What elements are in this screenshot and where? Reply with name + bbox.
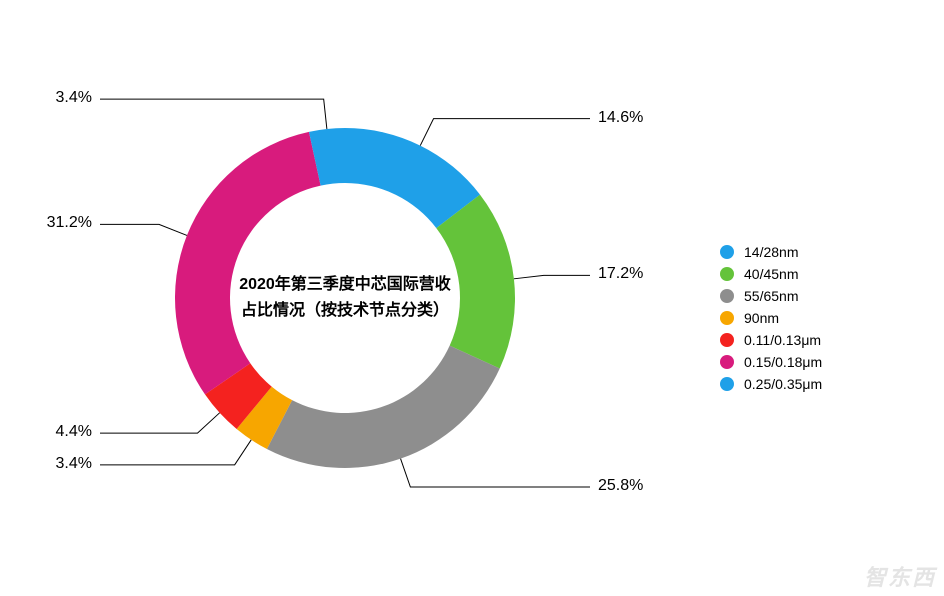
- legend-label: 0.25/0.35μm: [744, 376, 822, 392]
- chart-center-title: 2020年第三季度中芯国际营收 占比情况（按技术节点分类）: [234, 272, 456, 323]
- legend-label: 90nm: [744, 310, 779, 326]
- leader-line: [100, 99, 327, 129]
- legend-label: 55/65nm: [744, 288, 798, 304]
- legend-item: 0.25/0.35μm: [720, 376, 822, 392]
- legend-label: 0.15/0.18μm: [744, 354, 822, 370]
- slice-label: 3.4%: [56, 455, 92, 473]
- legend-swatch: [720, 289, 734, 303]
- leader-line: [100, 413, 220, 433]
- legend-item: 90nm: [720, 310, 822, 326]
- slice-label: 17.2%: [598, 265, 643, 283]
- center-title-line2: 占比情况（按技术节点分类）: [234, 298, 456, 324]
- slice-label: 31.2%: [47, 214, 92, 232]
- legend-item: 40/45nm: [720, 266, 822, 282]
- legend: 14/28nm 40/45nm 55/65nm 90nm 0.11/0.13μm 0.15…: [720, 244, 822, 392]
- legend-swatch: [720, 377, 734, 391]
- legend-label: 0.11/0.13μm: [744, 332, 821, 348]
- leader-line: [514, 275, 590, 278]
- slice-0.15/0.18μm: [175, 132, 321, 395]
- slice-label: 4.4%: [56, 423, 92, 441]
- slice-55/65nm: [267, 346, 500, 468]
- legend-item: 0.15/0.18μm: [720, 354, 822, 370]
- leader-line: [100, 440, 251, 465]
- legend-swatch: [720, 245, 734, 259]
- donut-chart: 2020年第三季度中芯国际营收 占比情况（按技术节点分类） 14/28nm 40/…: [0, 0, 944, 596]
- legend-swatch: [720, 355, 734, 369]
- leader-line: [401, 459, 590, 487]
- slice-label: 14.6%: [598, 109, 643, 127]
- legend-swatch: [720, 267, 734, 281]
- legend-swatch: [720, 311, 734, 325]
- slice-label: 3.4%: [56, 89, 92, 107]
- legend-item: 14/28nm: [720, 244, 822, 260]
- legend-label: 14/28nm: [744, 244, 798, 260]
- leader-line: [100, 224, 187, 235]
- slice-label: 25.8%: [598, 477, 643, 495]
- leader-line: [420, 119, 590, 146]
- legend-item: 55/65nm: [720, 288, 822, 304]
- legend-label: 40/45nm: [744, 266, 798, 282]
- legend-item: 0.11/0.13μm: [720, 332, 822, 348]
- legend-swatch: [720, 333, 734, 347]
- center-title-line1: 2020年第三季度中芯国际营收: [234, 272, 456, 298]
